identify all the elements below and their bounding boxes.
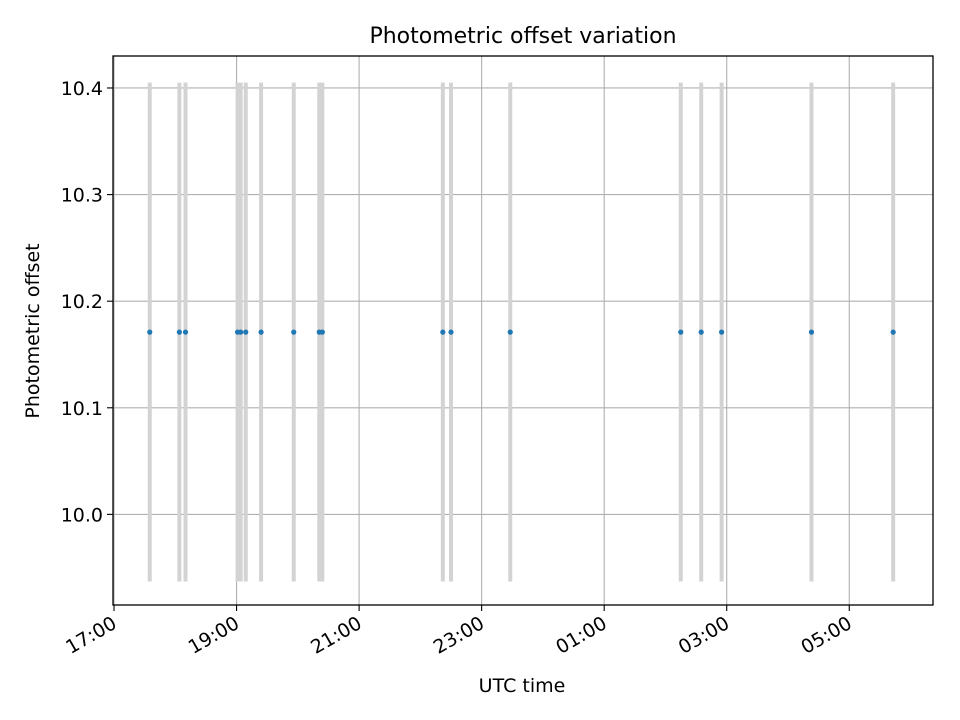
- data-point: [719, 329, 725, 335]
- data-point: [182, 329, 189, 335]
- data-point: [238, 329, 244, 335]
- y-axis-ticks: 10.0 10.1 10.2 10.3 10.4: [61, 78, 113, 526]
- data-point: [176, 329, 182, 335]
- y-tick-label: 10.4: [61, 78, 103, 100]
- y-tick-label: 10.0: [61, 504, 103, 526]
- y-tick-label: 10.3: [61, 185, 103, 207]
- chart-title: Photometric offset variation: [369, 24, 676, 49]
- data-point: [243, 329, 249, 335]
- data-point: [507, 329, 513, 335]
- data-point: [678, 329, 684, 335]
- plot-frame: [112, 55, 934, 606]
- data-point: [448, 329, 454, 335]
- y-tick-label: 10.2: [61, 291, 103, 313]
- data-point: [291, 329, 297, 335]
- y-axis-label: Photometric offset: [22, 243, 44, 418]
- data-point: [890, 329, 896, 335]
- x-axis-label: UTC time: [479, 675, 566, 697]
- data-point: [440, 329, 446, 335]
- data-point: [147, 329, 153, 335]
- y-tick-label: 10.1: [61, 398, 103, 420]
- data-points: [147, 329, 896, 335]
- data-point: [319, 329, 325, 335]
- data-point: [808, 329, 815, 335]
- data-point: [258, 329, 264, 335]
- data-point: [698, 329, 704, 335]
